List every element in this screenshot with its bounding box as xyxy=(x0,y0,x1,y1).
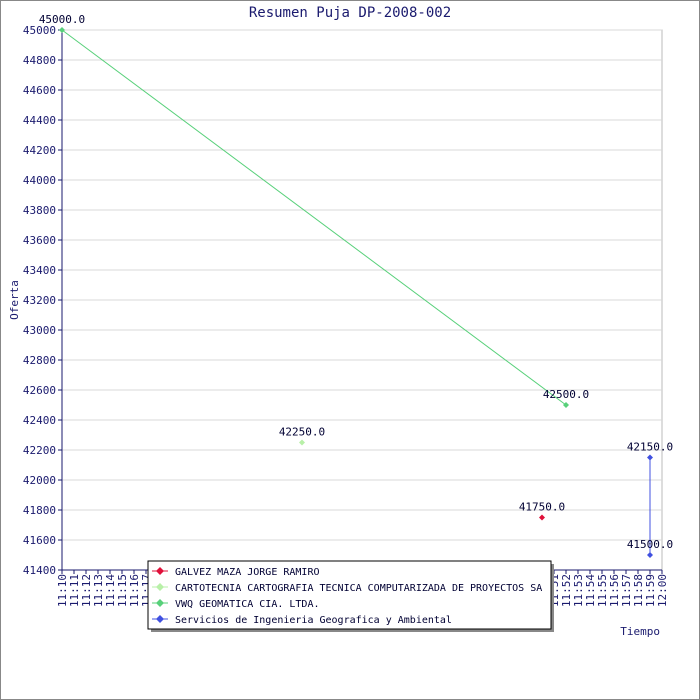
y-tick-label: 42800 xyxy=(23,354,56,367)
y-tick-label: 41600 xyxy=(23,534,56,547)
x-tick-label: 11:12 xyxy=(80,574,93,607)
y-tick-label: 43200 xyxy=(23,294,56,307)
data-point xyxy=(647,552,653,558)
legend-label: VWQ GEOMATICA CIA. LTDA. xyxy=(175,599,320,610)
chart-title: Resumen Puja DP-2008-002 xyxy=(249,5,451,21)
legend xyxy=(147,560,552,630)
y-tick-label: 44600 xyxy=(23,84,56,97)
y-tick-label: 43600 xyxy=(23,234,56,247)
legend-label: Servicios de Ingenieria Geografica y Amb… xyxy=(175,615,452,626)
data-point xyxy=(299,439,305,446)
y-tick-label: 41800 xyxy=(23,504,56,517)
data-point xyxy=(647,454,653,461)
x-tick-label: 11:57 xyxy=(620,574,633,607)
legend-label: GALVEZ MAZA JORGE RAMIRO xyxy=(175,567,320,578)
y-tick-label: 44000 xyxy=(23,174,56,187)
y-tick-label: 43400 xyxy=(23,264,56,277)
data-point xyxy=(539,514,545,521)
data-label: 41500.0 xyxy=(627,538,673,551)
x-tick-label: 11:55 xyxy=(596,574,609,607)
data-label: 42500.0 xyxy=(543,388,589,401)
legend-marker xyxy=(156,583,164,591)
y-tick-label: 42400 xyxy=(23,414,56,427)
data-label: 42250.0 xyxy=(279,426,325,439)
series-line xyxy=(61,29,567,406)
x-tick-label: 11:15 xyxy=(116,574,129,607)
data-label: 45000.0 xyxy=(39,13,85,26)
x-tick-label: 11:10 xyxy=(56,574,69,607)
x-axis-label: Tiempo xyxy=(620,625,660,638)
data-point xyxy=(59,27,65,33)
x-tick-label: 11:13 xyxy=(92,574,105,607)
x-tick-label: 11:54 xyxy=(584,574,597,607)
y-tick-label: 41400 xyxy=(23,564,56,577)
data-label: 41750.0 xyxy=(519,501,565,514)
x-tick-label: 11:14 xyxy=(104,574,117,607)
data-label: 42150.0 xyxy=(627,441,673,454)
y-tick-label: 44200 xyxy=(23,144,56,157)
data-point xyxy=(563,402,569,408)
x-tick-label: 11:11 xyxy=(68,574,81,607)
x-tick-label: 11:58 xyxy=(632,574,645,607)
x-tick-label: 11:59 xyxy=(644,574,657,607)
y-tick-label: 42000 xyxy=(23,474,56,487)
y-tick-label: 42600 xyxy=(23,384,56,397)
legend-marker xyxy=(156,615,164,623)
y-tick-label: 44800 xyxy=(23,54,56,67)
x-tick-label: 11:16 xyxy=(128,574,141,607)
x-tick-label: 11:53 xyxy=(572,574,585,607)
legend-label: CARTOTECNIA CARTOGRAFIA TECNICA COMPUTAR… xyxy=(175,583,542,594)
x-tick-label: 11:56 xyxy=(608,574,621,607)
y-tick-label: 43000 xyxy=(23,324,56,337)
x-tick-label: 12:00 xyxy=(656,574,669,607)
y-axis-label: Oferta xyxy=(8,280,21,320)
y-tick-label: 43800 xyxy=(23,204,56,217)
legend-marker xyxy=(156,599,164,607)
x-tick-label: 11:52 xyxy=(560,574,573,607)
y-tick-label: 44400 xyxy=(23,114,56,127)
y-tick-label: 42200 xyxy=(23,444,56,457)
legend-marker xyxy=(156,567,164,575)
y-tick-label: 45000 xyxy=(23,24,56,37)
